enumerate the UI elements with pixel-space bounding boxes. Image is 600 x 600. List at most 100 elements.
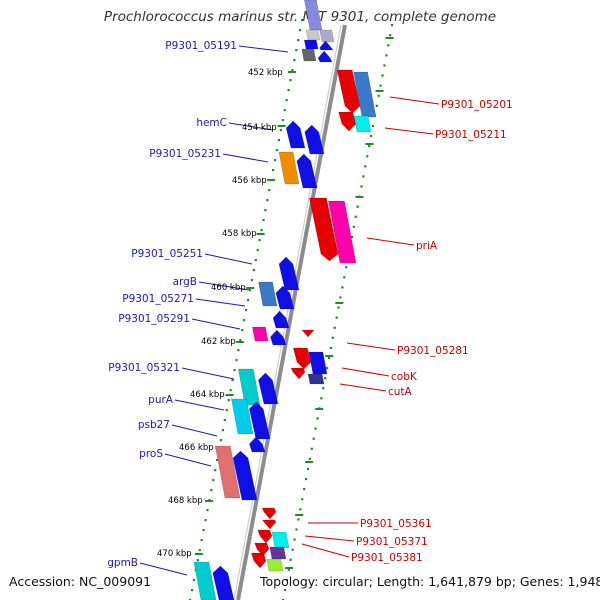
gene-block	[307, 373, 325, 385]
gc-dot	[243, 319, 246, 322]
gc-dot	[299, 508, 302, 511]
gc-dot	[285, 578, 289, 582]
gene-block	[328, 200, 357, 264]
gene-block	[258, 372, 279, 405]
gene-label[interactable]: P9301_05381	[351, 552, 423, 564]
gc-dot	[248, 289, 252, 292]
gene-label[interactable]: priA	[416, 240, 438, 252]
gc-dot	[306, 467, 310, 471]
gene-label[interactable]: psb27	[138, 419, 170, 431]
gene-block	[261, 507, 277, 520]
gc-dot	[371, 124, 375, 128]
gc-dot	[354, 215, 357, 218]
tick-label: 466 kbp	[179, 443, 214, 453]
gc-dot	[285, 99, 288, 102]
gene-block	[278, 256, 300, 291]
gc-dot	[391, 24, 394, 27]
gc-dot	[329, 346, 333, 350]
gene-label[interactable]: argB	[173, 276, 197, 288]
gene-block	[296, 153, 318, 189]
gc-dot	[322, 387, 325, 390]
gene-block	[212, 565, 235, 600]
gc-dot	[327, 356, 331, 360]
gc-dot	[379, 84, 382, 87]
gc-dot	[325, 366, 329, 370]
gene-block	[266, 558, 284, 572]
gc-dot	[256, 249, 259, 252]
gene-label[interactable]: P9301_05251	[131, 248, 203, 260]
gc-dot	[250, 279, 253, 282]
gene-label[interactable]: P9301_05191	[165, 40, 237, 52]
gene-label[interactable]: P9301_05281	[397, 345, 469, 357]
gc-dot	[377, 94, 380, 97]
leader-line	[384, 127, 434, 135]
gene-block	[300, 329, 315, 338]
gene-block	[214, 445, 241, 499]
gene-block	[271, 531, 290, 549]
gc-dot	[252, 269, 255, 272]
gene-label[interactable]: hemC	[196, 117, 227, 129]
leader-line	[174, 399, 225, 411]
gene-label[interactable]: P9301_05211	[435, 129, 507, 141]
backbone-shadow	[233, 24, 342, 600]
gc-dot	[333, 326, 336, 329]
gc-dot	[283, 588, 287, 592]
gc-dot	[216, 459, 219, 462]
leader-line	[198, 281, 250, 291]
gc-dot	[360, 185, 363, 188]
gc-dot	[320, 397, 323, 400]
gene-label[interactable]: cobK	[391, 371, 418, 383]
gene-label[interactable]: P9301_05361	[360, 518, 432, 530]
gene-label[interactable]: P9301_05231	[149, 148, 221, 160]
gc-dot	[381, 74, 384, 77]
gc-dot	[281, 119, 284, 122]
gene-label[interactable]: gpmB	[107, 557, 138, 569]
gene-label[interactable]: purA	[148, 394, 174, 406]
tick-label: 464 kbp	[190, 390, 225, 400]
gene-block	[249, 436, 266, 453]
gc-dot	[297, 39, 300, 42]
gene-block	[232, 450, 258, 501]
gc-dot	[206, 509, 209, 512]
gene-block	[319, 29, 335, 43]
gc-dot	[387, 44, 390, 47]
gc-dot	[225, 409, 228, 412]
gene-block	[305, 29, 321, 41]
gene-features	[193, 0, 377, 600]
gene-label[interactable]: P9301_05291	[118, 313, 190, 325]
gene-label[interactable]: P9301_05371	[356, 536, 428, 548]
gc-dot	[246, 299, 250, 302]
gene-block	[308, 351, 328, 375]
gc-dot	[297, 518, 300, 521]
gc-dot	[258, 239, 261, 242]
gene-block	[353, 71, 377, 118]
gc-dot	[337, 306, 340, 309]
gc-dot	[287, 568, 290, 571]
gc-dot	[335, 316, 338, 319]
leader-line	[181, 367, 235, 380]
leader-line	[228, 122, 274, 131]
gene-label[interactable]: P9301_05201	[441, 99, 513, 111]
gene-block	[285, 120, 306, 149]
gc-dot	[293, 59, 296, 62]
gene-block	[317, 50, 333, 63]
gc-dot	[299, 29, 302, 32]
gene-label[interactable]: P9301_05271	[122, 293, 194, 305]
gc-dot	[277, 139, 281, 142]
map-title: Prochlorococcus marinus str. MIT 9301, c…	[103, 9, 497, 25]
gene-label[interactable]: P9301_05321	[108, 362, 180, 374]
gc-dot	[273, 159, 277, 162]
gene-block	[353, 115, 372, 133]
leader-line	[339, 383, 387, 392]
gc-dot	[279, 129, 282, 132]
label-leader-lines	[139, 45, 440, 576]
gc-dot	[295, 49, 298, 52]
gene-block	[248, 401, 271, 440]
tick-label: 454 kbp	[242, 123, 277, 133]
gene-label[interactable]: proS	[139, 448, 163, 460]
gc-dot	[331, 336, 334, 339]
gene-label[interactable]: cutA	[388, 386, 413, 398]
gene-block	[292, 347, 312, 370]
tick-label: 456 kbp	[232, 176, 267, 186]
tick-label: 460 kbp	[211, 283, 246, 293]
